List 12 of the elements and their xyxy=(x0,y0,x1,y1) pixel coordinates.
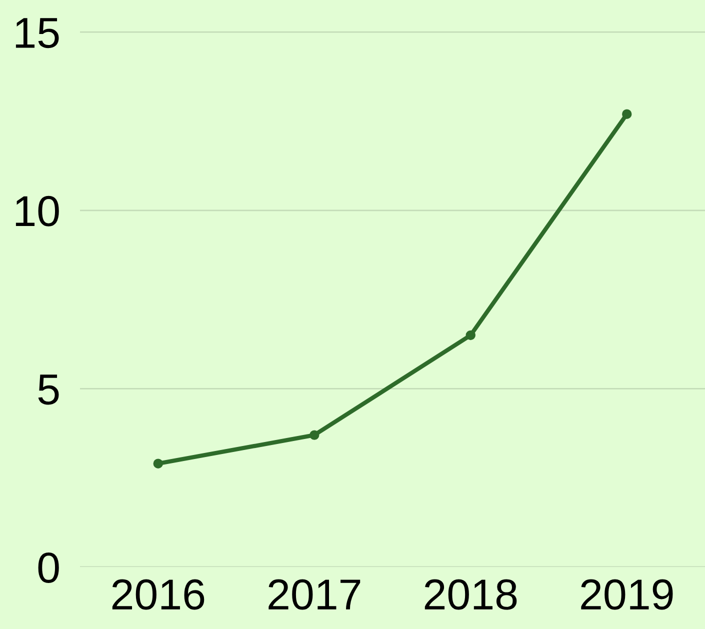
y-tick-label: 15 xyxy=(16,18,59,48)
x-tick-label: 2019 xyxy=(581,579,673,610)
x-tick-label: 2018 xyxy=(424,579,517,610)
x-tick-label: 2016 xyxy=(112,579,204,610)
point xyxy=(310,430,320,440)
y-tick-label: 5 xyxy=(38,374,59,405)
y-tick-label: 0 xyxy=(38,552,59,584)
point xyxy=(153,458,163,468)
point xyxy=(466,330,476,340)
point xyxy=(622,109,632,119)
y-tick-label: 10 xyxy=(16,196,59,226)
x-tick-label: 2017 xyxy=(268,579,360,610)
